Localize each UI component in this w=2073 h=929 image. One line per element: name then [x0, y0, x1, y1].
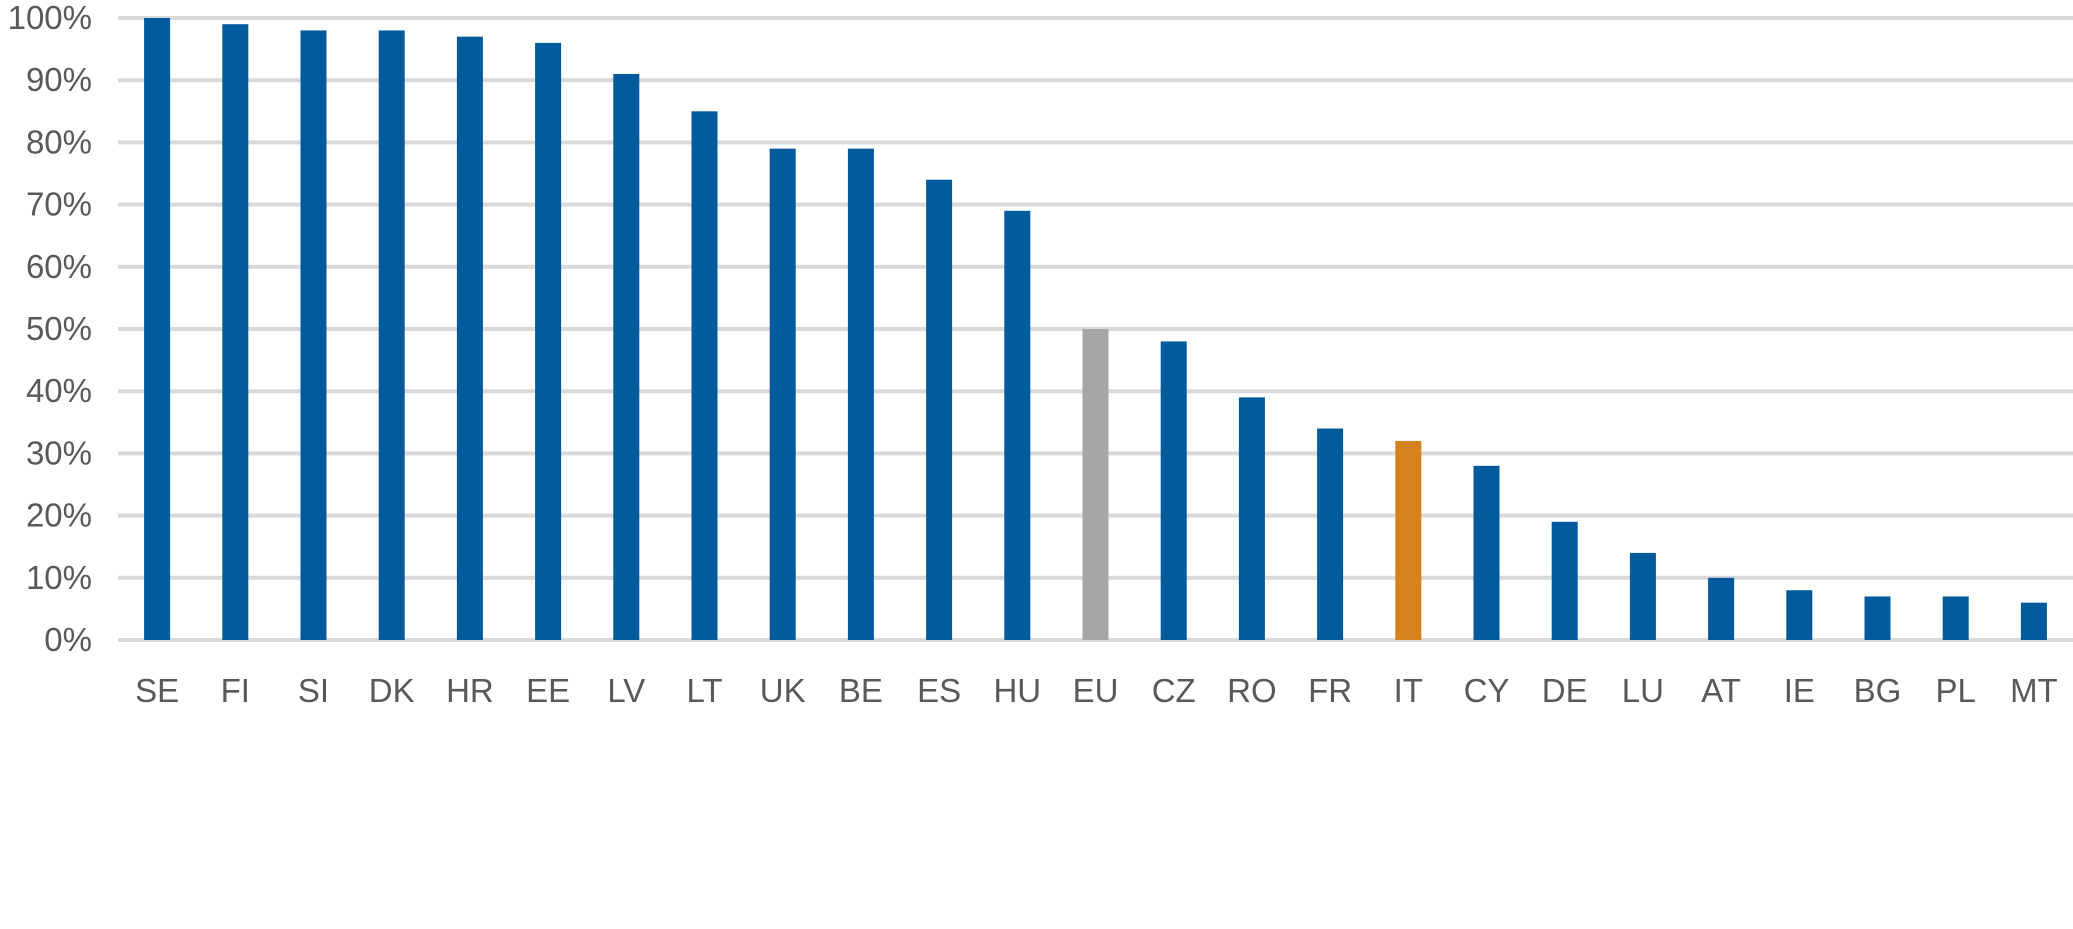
- y-tick-label: 90%: [26, 61, 92, 98]
- x-tick-label-ro: RO: [1227, 672, 1277, 709]
- bars: [144, 18, 2047, 641]
- x-tick-label-fi: FI: [221, 672, 250, 709]
- bar-cy: [1473, 465, 1500, 640]
- bar-cz: [1160, 341, 1187, 640]
- x-tick-label-es: ES: [917, 672, 961, 709]
- bar-pl: [1942, 596, 1969, 640]
- x-tick-label-uk: UK: [760, 672, 806, 709]
- y-tick-label: 50%: [26, 310, 92, 347]
- x-tick-label-dk: DK: [369, 672, 415, 709]
- bar-mt: [2020, 602, 2047, 640]
- x-tick-label-ie: IE: [1784, 672, 1815, 709]
- bar-lt: [691, 111, 718, 641]
- bar-eu: [1082, 329, 1109, 640]
- bar-es: [926, 179, 953, 640]
- y-tick-label: 100%: [8, 0, 92, 36]
- bar-at: [1708, 577, 1735, 640]
- x-tick-label-de: DE: [1542, 672, 1588, 709]
- x-tick-label-se: SE: [135, 672, 179, 709]
- x-tick-label-it: IT: [1394, 672, 1423, 709]
- x-tick-label-be: BE: [839, 672, 883, 709]
- x-tick-label-lu: LU: [1622, 672, 1664, 709]
- bar-hu: [1004, 210, 1031, 640]
- y-tick-label: 80%: [26, 123, 92, 160]
- bar-lv: [613, 73, 640, 641]
- x-tick-label-bg: BG: [1854, 672, 1902, 709]
- x-tick-label-cy: CY: [1464, 672, 1510, 709]
- x-tick-label-cz: CZ: [1152, 672, 1196, 709]
- bar-de: [1551, 521, 1578, 640]
- y-tick-label: 20%: [26, 497, 92, 534]
- bar-fi: [222, 24, 249, 641]
- x-tick-label-si: SI: [298, 672, 329, 709]
- bar-si: [300, 30, 327, 640]
- x-tick-label-mt: MT: [2010, 672, 2058, 709]
- y-tick-label: 30%: [26, 434, 92, 471]
- x-tick-label-hr: HR: [446, 672, 494, 709]
- x-tick-label-pl: PL: [1936, 672, 1976, 709]
- x-tick-label-hu: HU: [993, 672, 1041, 709]
- y-tick-label: 0%: [44, 621, 92, 658]
- y-axis-labels: 0% 10% 20% 30% 40% 50% 60% 70% 80% 90% 100%: [8, 0, 92, 658]
- bar-se: [144, 18, 171, 640]
- y-tick-label: 10%: [26, 559, 92, 596]
- x-axis-labels: SE FI SI DK HR EE LV LT UK BE ES HU EU CZ RO FR IT CY DE LU…: [135, 672, 2058, 709]
- bar-ee: [535, 42, 562, 640]
- x-tick-label-lv: LV: [607, 672, 645, 709]
- bar-uk: [769, 148, 796, 640]
- bar-ro: [1238, 397, 1265, 640]
- bar-fr: [1317, 428, 1344, 640]
- bar-it: [1395, 440, 1422, 640]
- bar-dk: [378, 30, 405, 640]
- y-tick-label: 40%: [26, 372, 92, 409]
- x-tick-label-at: AT: [1701, 672, 1741, 709]
- y-tick-label: 60%: [26, 248, 92, 285]
- x-tick-label-fr: FR: [1308, 672, 1352, 709]
- x-tick-label-ee: EE: [526, 672, 570, 709]
- x-tick-label-eu: EU: [1073, 672, 1119, 709]
- bar-hr: [456, 36, 483, 641]
- bar-bg: [1864, 596, 1891, 640]
- y-tick-label: 70%: [26, 186, 92, 223]
- bar-lu: [1629, 552, 1656, 640]
- bar-be: [847, 148, 874, 640]
- x-tick-label-lt: LT: [686, 672, 722, 709]
- bar-ie: [1786, 590, 1813, 640]
